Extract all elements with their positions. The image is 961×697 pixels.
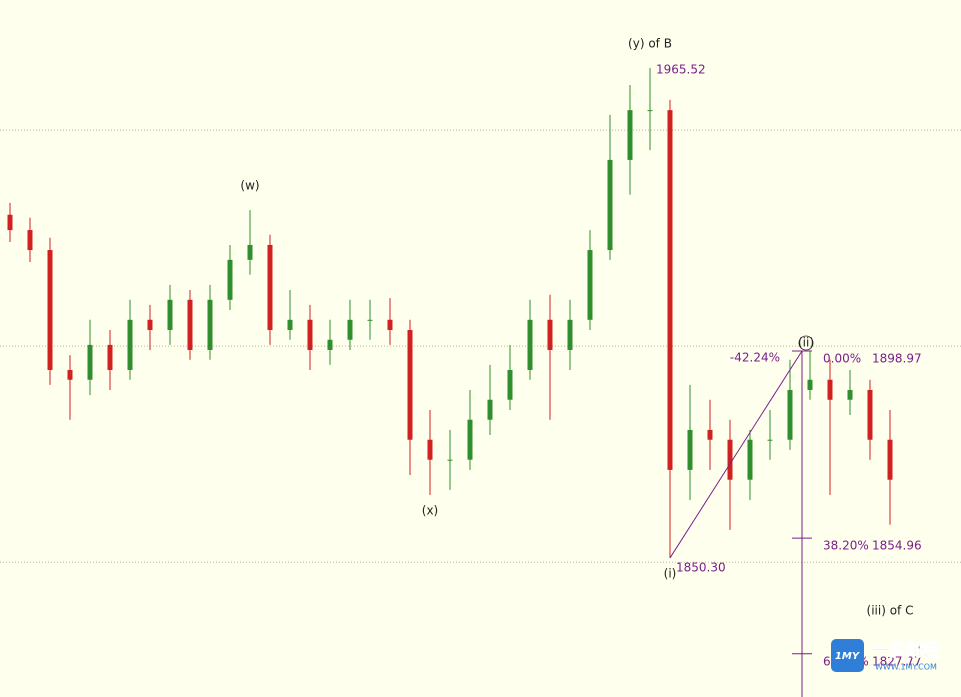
candle-body [367, 319, 373, 321]
candle-body [7, 214, 13, 231]
fib-swing-label: -42.24% [730, 350, 780, 364]
candle-body [847, 389, 853, 400]
price-label: 1965.52 [656, 62, 706, 76]
wave-label: (w) [240, 179, 259, 193]
watermark: 1MY 一买财经 WWW.1MY.COM [831, 639, 940, 672]
candle-body [227, 259, 233, 300]
candle-body [107, 344, 113, 370]
logo-site: WWW.1MY.COM [875, 663, 937, 672]
fib-price-label: 1827.77 [872, 654, 922, 668]
wave-label: (i) [664, 566, 677, 580]
candle-body [747, 439, 753, 480]
candle-body [27, 230, 33, 251]
candle-body [147, 319, 153, 331]
candles [7, 67, 893, 558]
wave-label: (iii) of C [867, 603, 914, 617]
candle-body [887, 439, 893, 480]
logo-name: 一买财经 [872, 640, 940, 661]
candle-body [567, 319, 573, 350]
reference-lines [0, 129, 961, 563]
candle-body [627, 110, 633, 160]
candle-body [867, 389, 873, 440]
candle-body [387, 319, 393, 331]
wave-label: (y) of B [628, 36, 672, 50]
candle-body [607, 159, 613, 251]
candle-body [87, 344, 93, 380]
candle-body [287, 319, 293, 331]
candle-body [187, 299, 193, 350]
wave-label: (x) [422, 504, 438, 518]
candle-body [687, 429, 693, 470]
candle-body [247, 244, 253, 260]
candle-body [727, 439, 733, 480]
price-label: 1850.30 [676, 560, 726, 574]
candle-body [407, 330, 413, 440]
wave-label: (ii) [798, 335, 814, 349]
wave-label-circle [798, 335, 814, 351]
candle-body [447, 459, 453, 461]
candle-body [787, 389, 793, 440]
candle-body [547, 319, 553, 350]
candle-body [807, 379, 813, 390]
candle-body [647, 110, 653, 112]
candle-body [827, 379, 833, 400]
fib-ratio-label: 38.20% [823, 539, 869, 553]
fib-price-label: 1854.96 [872, 539, 922, 553]
candle-body [67, 369, 73, 380]
candle-body [427, 439, 433, 460]
fib-ratio-label: 0.00% [823, 351, 861, 365]
wave-labels: (w) (x) (y) of B 1965.52 (i) 1850.30 (ii) (iii)… [240, 36, 913, 617]
candle-body [167, 299, 173, 331]
logo-box [831, 639, 864, 672]
candle-body [587, 250, 593, 320]
candle-body [667, 110, 673, 470]
candle-body [707, 429, 713, 440]
candle-body [487, 399, 493, 420]
candle-body [47, 250, 53, 370]
candle-body [267, 244, 273, 331]
fib-price-label: 1898.97 [872, 351, 922, 365]
candle-body [127, 319, 133, 370]
logo-text: 1MY [835, 651, 861, 662]
candle-body [307, 319, 313, 350]
candle-body [767, 439, 773, 441]
candle-body [467, 419, 473, 460]
candle-body [347, 319, 353, 340]
fib-swing-line [669, 350, 803, 559]
candle-body [507, 369, 513, 400]
candle-body [327, 339, 333, 350]
candle-body [527, 319, 533, 370]
candle-body [207, 299, 213, 350]
